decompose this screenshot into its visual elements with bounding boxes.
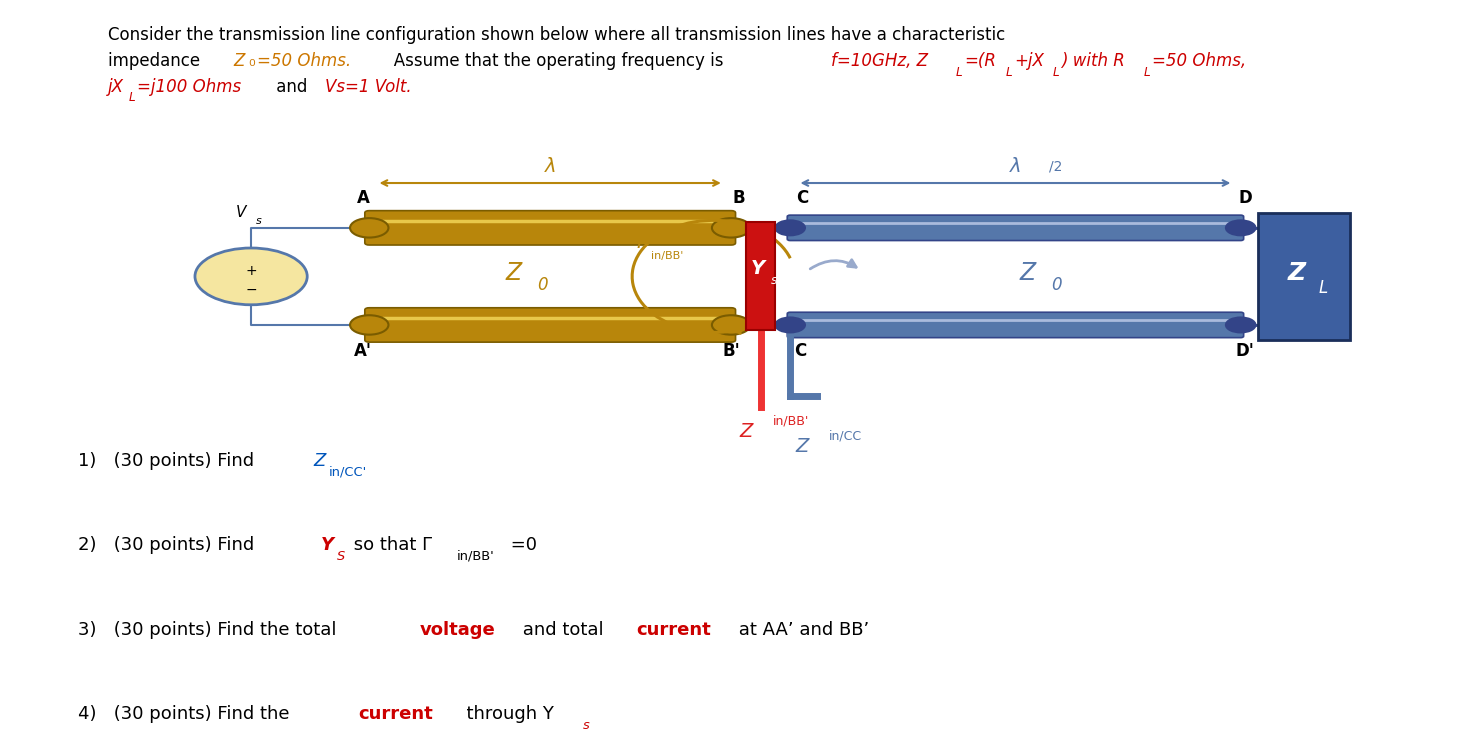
Circle shape bbox=[195, 248, 307, 305]
FancyBboxPatch shape bbox=[365, 308, 736, 342]
Text: A': A' bbox=[354, 342, 372, 360]
Text: L: L bbox=[956, 66, 963, 78]
Text: λ: λ bbox=[545, 157, 555, 176]
Circle shape bbox=[1226, 220, 1255, 235]
Text: s: s bbox=[582, 719, 589, 731]
Text: 1)   (30 points) Find: 1) (30 points) Find bbox=[78, 452, 260, 470]
Text: +: + bbox=[245, 264, 257, 278]
Text: f=10GHz, Z: f=10GHz, Z bbox=[832, 52, 928, 70]
Text: A: A bbox=[357, 189, 369, 207]
Text: Z: Z bbox=[313, 452, 325, 470]
Text: L: L bbox=[1319, 279, 1328, 297]
Text: Γ: Γ bbox=[637, 233, 647, 252]
Text: L: L bbox=[1143, 66, 1151, 78]
Text: D: D bbox=[1238, 189, 1252, 207]
Text: in/BB': in/BB' bbox=[772, 415, 809, 427]
Text: S: S bbox=[337, 550, 346, 562]
Text: =50 Ohms.: =50 Ohms. bbox=[257, 52, 352, 70]
Text: −: − bbox=[245, 283, 257, 297]
Text: in/CC': in/CC' bbox=[329, 465, 368, 478]
Text: =0: =0 bbox=[505, 536, 538, 554]
Text: =j100 Ohms: =j100 Ohms bbox=[137, 78, 241, 96]
Text: ) with R: ) with R bbox=[1062, 52, 1125, 70]
Text: L: L bbox=[1006, 66, 1012, 78]
Text: C: C bbox=[795, 342, 806, 360]
Text: B': B' bbox=[722, 342, 740, 360]
Text: 0: 0 bbox=[538, 276, 548, 294]
Text: current: current bbox=[637, 621, 710, 639]
Circle shape bbox=[712, 218, 750, 238]
Text: in/BB': in/BB' bbox=[456, 550, 495, 562]
Text: V: V bbox=[236, 205, 247, 220]
Text: Z: Z bbox=[1288, 261, 1306, 285]
Text: =(R: =(R bbox=[964, 52, 997, 70]
Circle shape bbox=[1226, 317, 1255, 332]
FancyBboxPatch shape bbox=[746, 222, 775, 330]
Text: +jX: +jX bbox=[1015, 52, 1044, 70]
Text: B: B bbox=[733, 189, 744, 207]
FancyBboxPatch shape bbox=[1258, 213, 1350, 340]
Text: jX: jX bbox=[108, 78, 124, 96]
FancyBboxPatch shape bbox=[787, 312, 1244, 338]
Text: s: s bbox=[771, 273, 777, 287]
Text: in/CC: in/CC bbox=[829, 430, 861, 442]
Text: and total: and total bbox=[517, 621, 610, 639]
Text: impedance: impedance bbox=[108, 52, 205, 70]
Text: and: and bbox=[272, 78, 313, 96]
Text: λ: λ bbox=[1010, 157, 1021, 176]
FancyBboxPatch shape bbox=[787, 215, 1244, 241]
Text: Vs=1 Volt.: Vs=1 Volt. bbox=[325, 78, 412, 96]
Text: C: C bbox=[796, 189, 808, 207]
Circle shape bbox=[775, 317, 805, 332]
Text: 2)   (30 points) Find: 2) (30 points) Find bbox=[78, 536, 266, 554]
Text: L: L bbox=[128, 91, 134, 104]
Text: D': D' bbox=[1236, 342, 1254, 360]
Text: Z: Z bbox=[505, 261, 521, 285]
Circle shape bbox=[350, 315, 388, 335]
Text: Z: Z bbox=[1019, 261, 1035, 285]
Circle shape bbox=[350, 218, 388, 238]
Text: Y: Y bbox=[321, 536, 334, 554]
Text: Z: Z bbox=[795, 437, 809, 456]
Text: current: current bbox=[359, 705, 433, 723]
Text: through Y: through Y bbox=[455, 705, 554, 723]
Text: Y: Y bbox=[750, 259, 765, 279]
Text: L: L bbox=[1053, 66, 1059, 78]
Text: ₀: ₀ bbox=[248, 52, 256, 70]
Text: 0: 0 bbox=[1052, 276, 1062, 294]
Text: Assume that the operating frequency is: Assume that the operating frequency is bbox=[378, 52, 730, 70]
Circle shape bbox=[712, 315, 750, 335]
Text: Z: Z bbox=[233, 52, 245, 70]
Text: 4)   (30 points) Find the: 4) (30 points) Find the bbox=[78, 705, 295, 723]
Text: 3)   (30 points) Find the total: 3) (30 points) Find the total bbox=[78, 621, 343, 639]
Text: /2: /2 bbox=[1049, 159, 1063, 173]
Text: Consider the transmission line configuration shown below where all transmission : Consider the transmission line configura… bbox=[108, 26, 1004, 44]
Circle shape bbox=[775, 220, 805, 235]
Text: in/BB': in/BB' bbox=[651, 251, 684, 261]
Text: Z: Z bbox=[738, 422, 753, 441]
Text: at AA’ and BB’: at AA’ and BB’ bbox=[733, 621, 868, 639]
Text: so that Γ: so that Γ bbox=[349, 536, 433, 554]
Text: voltage: voltage bbox=[419, 621, 495, 639]
Text: =50 Ohms,: =50 Ohms, bbox=[1152, 52, 1247, 70]
Text: s: s bbox=[256, 217, 261, 226]
FancyBboxPatch shape bbox=[365, 211, 736, 245]
